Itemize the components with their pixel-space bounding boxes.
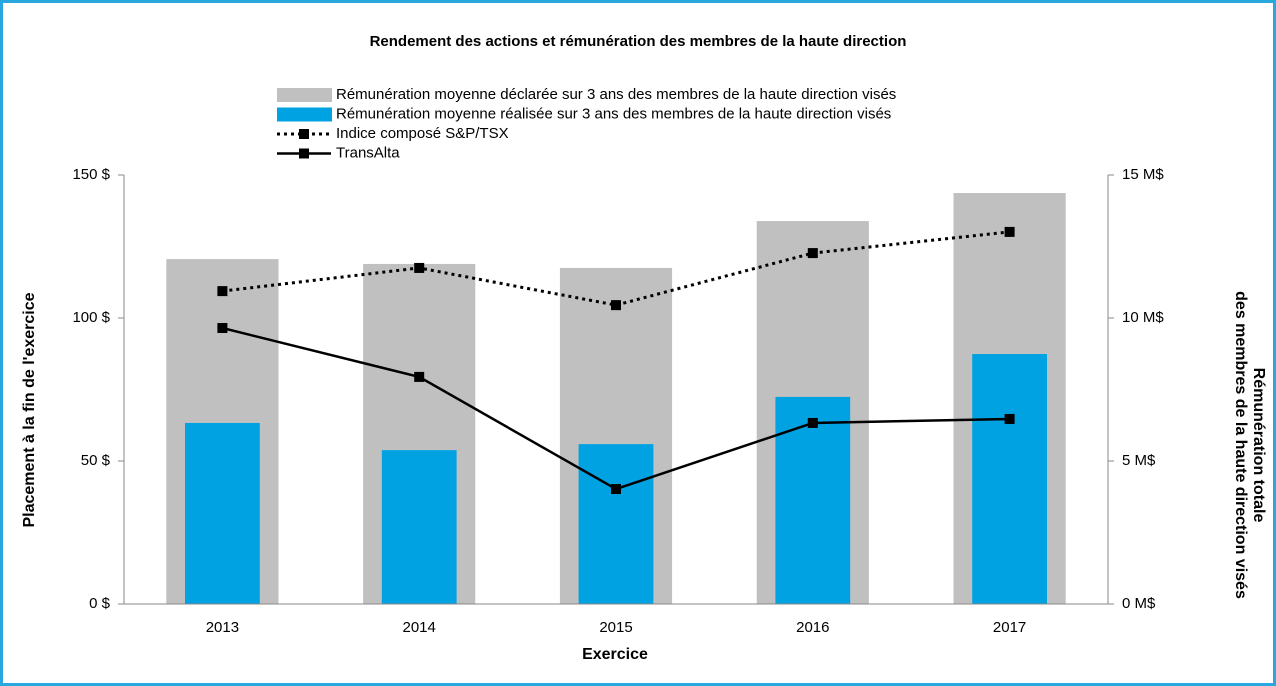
x-tick-label: 2017 [993, 619, 1026, 636]
y2-tick-label: 10 M$ [1122, 309, 1164, 326]
y-axis-title: Placement à la fin de l'exercice [21, 292, 38, 527]
legend-swatch [277, 88, 332, 102]
y2-axis-title: des membres de la haute direction visés [1232, 291, 1249, 599]
marker [611, 300, 621, 311]
y-tick-label: 150 $ [72, 166, 110, 183]
legend-label: Indice composé S&P/TSX [336, 125, 509, 142]
y-tick-label: 0 $ [89, 595, 111, 612]
x-tick-label: 2013 [206, 619, 239, 636]
y2-tick-label: 15 M$ [1122, 166, 1164, 183]
x-axis-title: Exercice [582, 646, 648, 663]
bar [972, 354, 1047, 604]
line [222, 230, 1010, 307]
x-tick-label: 2014 [403, 619, 436, 636]
marker [611, 484, 621, 495]
x-tick-label: 2016 [796, 619, 829, 636]
marker [217, 323, 228, 334]
marker [414, 371, 425, 382]
y-tick-label: 100 $ [72, 309, 110, 326]
x-tick-label: 2015 [599, 619, 632, 636]
legend-label: TransAlta [336, 144, 400, 161]
legend-swatch [277, 107, 332, 122]
legend-label: Rémunération moyenne déclarée sur 3 ans … [336, 86, 896, 103]
y2-tick-label: 0 M$ [1122, 595, 1156, 612]
legend-marker [299, 129, 309, 139]
marker [217, 286, 228, 297]
marker [1004, 226, 1015, 237]
bar [185, 422, 260, 604]
legend-marker [299, 148, 309, 159]
bar [775, 396, 851, 604]
marker [414, 262, 425, 273]
bar [578, 444, 654, 604]
marker [1004, 413, 1015, 424]
marker [807, 417, 818, 428]
y-tick-label: 50 $ [81, 452, 111, 469]
bar [381, 450, 457, 604]
y2-tick-label: 5 M$ [1122, 452, 1156, 469]
legend-label: Rémunération moyenne réalisée sur 3 ans … [336, 105, 891, 122]
y2-axis-title: Rémunération totale [1250, 368, 1267, 523]
marker [807, 248, 818, 259]
chart-title: Rendement des actions et rémunération de… [370, 33, 907, 50]
